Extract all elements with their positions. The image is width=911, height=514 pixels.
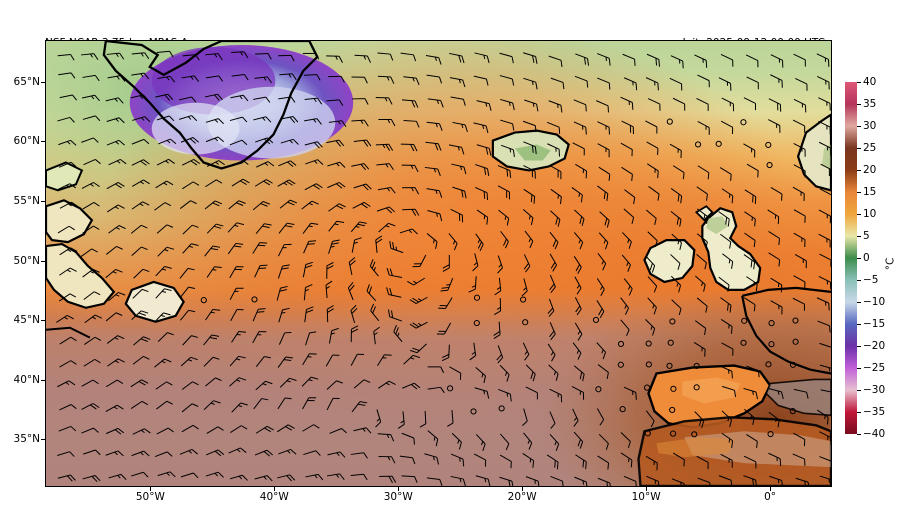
colorbar-tick-mark bbox=[857, 82, 861, 83]
longitude-tick-label: 50°W bbox=[135, 491, 165, 503]
colorbar-tick-label: −30 bbox=[863, 384, 886, 396]
latitude-tick-mark bbox=[41, 200, 45, 202]
latitude-tick-mark bbox=[41, 439, 45, 441]
colorbar-tick-label: −25 bbox=[863, 362, 886, 374]
colorbar-tick-mark bbox=[857, 236, 861, 237]
colorbar-tick-label: −5 bbox=[863, 274, 879, 286]
temperature-colorbar[interactable]: 40 35 30 25 20 15 10 5 0 −5 −10 −15 −20 −25 −30 −35 −40 bbox=[845, 76, 885, 440]
colorbar-tick-label: 20 bbox=[863, 164, 877, 176]
colorbar-tick-mark bbox=[857, 214, 861, 215]
nova-scotia-landmass bbox=[46, 326, 91, 339]
colorbar-tick-mark bbox=[857, 302, 861, 303]
colorbar-tick-label: 25 bbox=[863, 142, 877, 154]
colorbar-tick-mark bbox=[857, 104, 861, 105]
longitude-tick-mark bbox=[274, 487, 276, 491]
colorbar-tick-mark bbox=[857, 412, 861, 413]
latitude-tick-mark bbox=[41, 81, 45, 83]
latitude-tick-label: 65°N bbox=[13, 75, 40, 88]
latitude-tick-label: 55°N bbox=[13, 194, 40, 207]
latitude-tick-mark bbox=[41, 379, 45, 381]
latitude-tick-label: 50°N bbox=[13, 254, 40, 267]
colorbar-tick-label: 40 bbox=[863, 76, 877, 88]
colorbar-tick-mark bbox=[857, 280, 861, 281]
colorbar-tick-mark bbox=[857, 170, 861, 171]
scotland-islands bbox=[694, 205, 714, 222]
longitude-tick-mark bbox=[646, 487, 648, 491]
latitude-tick-label: 60°N bbox=[13, 135, 40, 148]
colorbar-tick-label: 30 bbox=[863, 120, 877, 132]
colorbar-tick-mark bbox=[857, 434, 861, 435]
latitude-tick-label: 35°N bbox=[13, 433, 40, 446]
longitude-tick-mark bbox=[770, 487, 772, 491]
colorbar-tick-mark bbox=[857, 346, 861, 347]
latitude-tick-label: 45°N bbox=[13, 314, 40, 327]
colorbar-tick-label: 10 bbox=[863, 208, 877, 220]
latitude-tick-mark bbox=[41, 141, 45, 143]
latitude-tick-mark bbox=[41, 320, 45, 322]
longitude-tick-label: 10°W bbox=[631, 491, 661, 503]
longitude-tick-mark bbox=[398, 487, 400, 491]
map-plot-area[interactable] bbox=[45, 40, 832, 487]
colorbar-body bbox=[845, 82, 857, 434]
longitude-tick-mark bbox=[150, 487, 152, 491]
colorbar-tick-mark bbox=[857, 148, 861, 149]
ireland-landmass bbox=[643, 239, 696, 284]
colorbar-tick-mark bbox=[857, 368, 861, 369]
longitude-tick-label: 20°W bbox=[507, 491, 537, 503]
mediterranean-sea bbox=[765, 378, 831, 417]
colorbar-tick-mark bbox=[857, 324, 861, 325]
colorbar-gradient bbox=[845, 82, 857, 434]
colorbar-unit-label: °C bbox=[884, 257, 897, 271]
colorbar-tick-label: 15 bbox=[863, 186, 877, 198]
longitude-tick-label: 0° bbox=[764, 491, 776, 503]
colorbar-tick-label: −35 bbox=[863, 406, 886, 418]
colorbar-tick-mark bbox=[857, 126, 861, 127]
iberia-landmass bbox=[647, 364, 772, 429]
colorbar-tick-label: −40 bbox=[863, 428, 886, 440]
latitude-tick-mark bbox=[41, 260, 45, 262]
colorbar-tick-label: 0 bbox=[863, 252, 870, 264]
colorbar-tick-label: 35 bbox=[863, 98, 877, 110]
colorbar-tick-label: 5 bbox=[863, 230, 870, 242]
longitude-tick-mark bbox=[522, 487, 524, 491]
latitude-tick-label: 40°N bbox=[13, 373, 40, 386]
longitude-tick-label: 40°W bbox=[259, 491, 289, 503]
greenland-landmass bbox=[102, 41, 319, 170]
colorbar-tick-mark bbox=[857, 390, 861, 391]
scandinavia-landmass bbox=[796, 113, 831, 192]
colorbar-tick-label: −20 bbox=[863, 340, 886, 352]
temperature-map bbox=[46, 41, 831, 486]
greenland-cold-pool bbox=[129, 44, 354, 161]
latitude-axis: 35°N 40°N 45°N 50°N 55°N 60°N 65°N bbox=[0, 0, 40, 514]
western-europe-landmass bbox=[741, 286, 831, 375]
colorbar-tick-mark bbox=[857, 258, 861, 259]
longitude-tick-label: 30°W bbox=[383, 491, 413, 503]
northwest-africa-landmass bbox=[637, 416, 831, 486]
colorbar-tick-label: −10 bbox=[863, 296, 886, 308]
colorbar-tick-label: −15 bbox=[863, 318, 886, 330]
colorbar-tick-mark bbox=[857, 192, 861, 193]
north-america-landmass bbox=[46, 161, 185, 323]
